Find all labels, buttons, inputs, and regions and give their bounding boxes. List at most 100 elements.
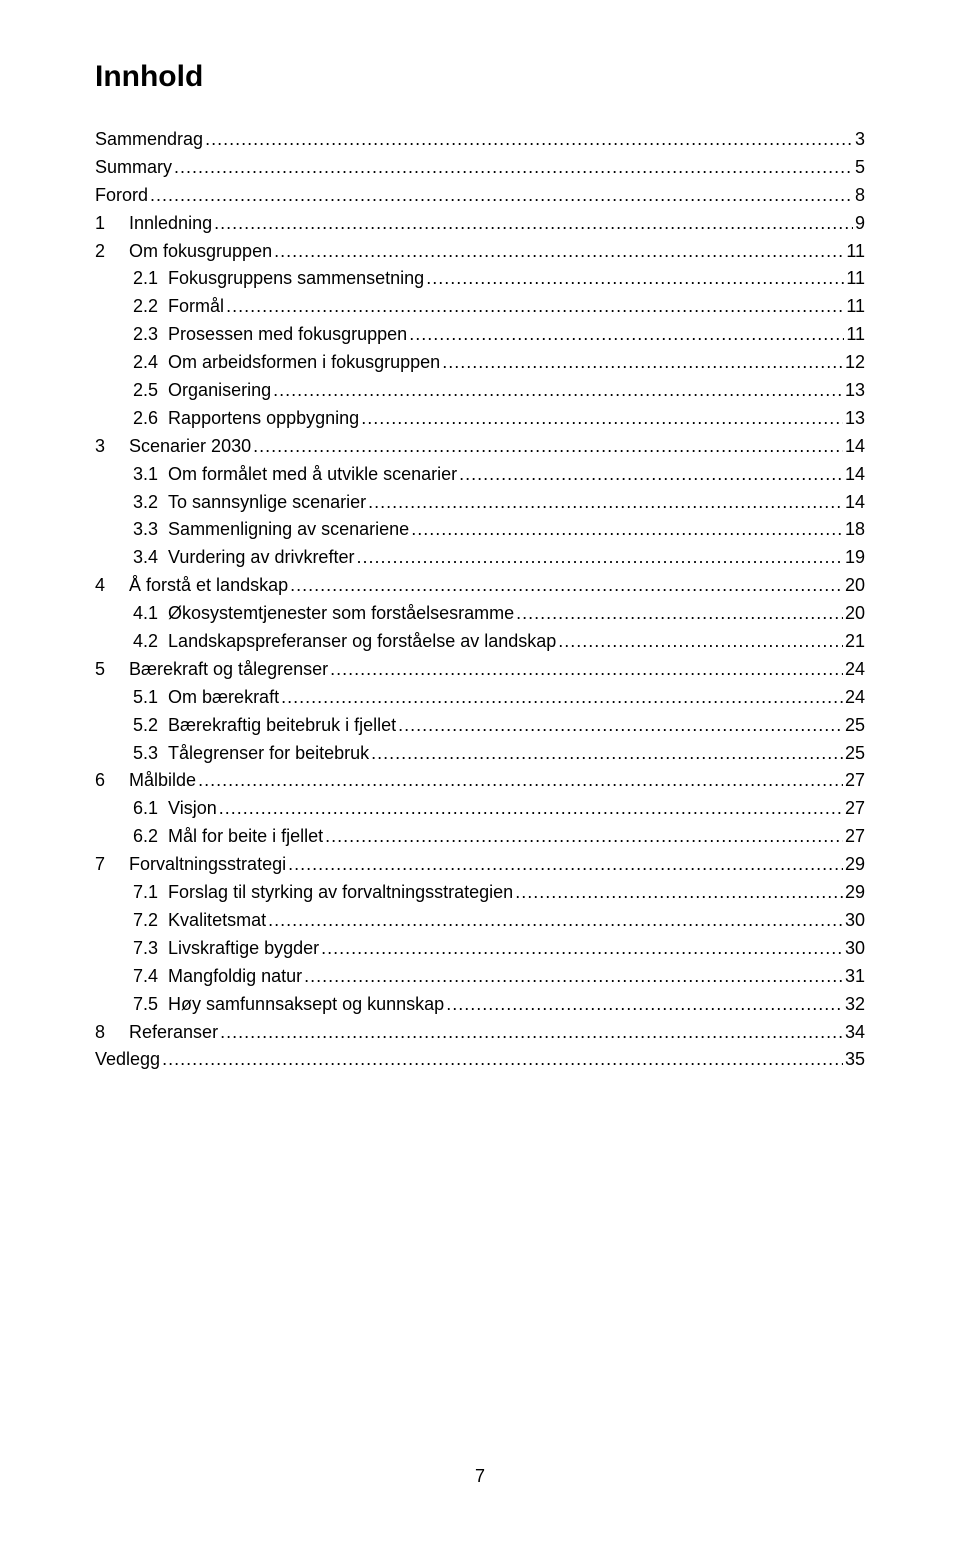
toc-entry-number: 2.2 [133,293,158,321]
toc-entry: 3.1 Om formålet med å utvikle scenarier … [95,461,865,489]
toc-entry-page: 34 [845,1019,865,1047]
toc-entry-text: Økosystemtjenester som forståelsesramme [168,603,514,623]
toc-entry: Summary 5 [95,154,865,182]
toc-entry-number: 2.5 [133,377,158,405]
toc-leader [371,740,843,768]
toc-entry-label: 3.1 Om formålet med å utvikle scenarier [133,461,457,489]
toc-entry: 7.5 Høy samfunnsaksept og kunnskap 32 [95,991,865,1019]
toc-entry-text: Vedlegg [95,1049,160,1069]
toc-entry-label: 4 Å forstå et landskap [95,572,288,600]
page: Innhold Sammendrag 3Summary 5Forord 81 I… [0,0,960,1547]
toc-leader [558,628,843,656]
toc-entry-page: 3 [855,126,865,154]
toc-entry-text: Forvaltningsstrategi [129,854,286,874]
toc-entry-page: 27 [845,767,865,795]
toc-leader [174,154,853,182]
toc-leader [219,795,843,823]
toc-entry-number: 5 [95,656,119,684]
toc-entry-text: Om bærekraft [168,687,279,707]
toc-entry: 2.6 Rapportens oppbygning 13 [95,405,865,433]
toc-entry-page: 11 [846,293,865,321]
toc-entry: Vedlegg 35 [95,1046,865,1074]
toc-entry-label: 7.4 Mangfoldig natur [133,963,302,991]
toc-entry-text: Scenarier 2030 [129,436,251,456]
toc-entry-label: 5.1 Om bærekraft [133,684,279,712]
toc-entry-label: 7.1 Forslag til styrking av forvaltnings… [133,879,513,907]
toc-leader [273,377,843,405]
toc-entry-text: Innledning [129,213,212,233]
toc-leader [304,963,843,991]
toc-entry-label: 1 Innledning [95,210,212,238]
toc-leader [426,265,844,293]
toc-entry: 3 Scenarier 2030 14 [95,433,865,461]
toc-leader [515,879,843,907]
toc-entry-number: 7.3 [133,935,158,963]
toc-leader [398,712,843,740]
toc-entry-page: 25 [845,740,865,768]
toc-entry-number: 6.1 [133,795,158,823]
toc-entry: 2.5 Organisering 13 [95,377,865,405]
toc-entry-text: Tålegrenser for beitebruk [168,743,369,763]
toc-entry-number: 3.2 [133,489,158,517]
toc-entry-number: 7.2 [133,907,158,935]
toc-entry: 7.3 Livskraftige bygder 30 [95,935,865,963]
toc-entry-label: 2.6 Rapportens oppbygning [133,405,359,433]
toc-entry: 7.4 Mangfoldig natur 31 [95,963,865,991]
toc-entry-page: 32 [845,991,865,1019]
toc-entry-number: 6.2 [133,823,158,851]
toc-entry: 6.2 Mål for beite i fjellet 27 [95,823,865,851]
toc-entry: Forord 8 [95,182,865,210]
toc-leader [281,684,843,712]
toc-entry-label: Sammendrag [95,126,203,154]
toc-entry-label: 5.3 Tålegrenser for beitebruk [133,740,369,768]
toc-leader [198,767,843,795]
toc-entry-number: 4 [95,572,119,600]
toc-entry-number: 7.5 [133,991,158,1019]
toc-entry: 4.1 Økosystemtjenester som forståelsesra… [95,600,865,628]
toc-entry-page: 24 [845,684,865,712]
toc-entry-page: 29 [845,851,865,879]
toc-entry-label: 7.2 Kvalitetsmat [133,907,266,935]
toc-entry-number: 7.1 [133,879,158,907]
toc-entry: 4 Å forstå et landskap 20 [95,572,865,600]
toc-entry-text: Høy samfunnsaksept og kunnskap [168,994,444,1014]
toc-entry-label: 2.3 Prosessen med fokusgruppen [133,321,407,349]
toc-entry-label: 7.3 Livskraftige bygder [133,935,319,963]
toc-entry-page: 20 [845,572,865,600]
toc-entry-label: Summary [95,154,172,182]
toc-entry: 5.1 Om bærekraft 24 [95,684,865,712]
toc-entry-text: Fokusgruppens sammensetning [168,268,424,288]
toc-leader [442,349,843,377]
toc-entry-page: 8 [855,182,865,210]
toc: Sammendrag 3Summary 5Forord 81 Innlednin… [95,126,865,1074]
toc-entry-number: 1 [95,210,119,238]
page-title: Innhold [95,60,865,94]
toc-leader [516,600,843,628]
toc-entry-page: 14 [845,461,865,489]
toc-entry-text: Summary [95,157,172,177]
toc-entry-number: 3 [95,433,119,461]
toc-entry: 4.2 Landskapspreferanser og forståelse a… [95,628,865,656]
toc-leader [162,1046,843,1074]
toc-entry-number: 3.3 [133,516,158,544]
toc-entry-text: Forord [95,185,148,205]
toc-entry: 2.4 Om arbeidsformen i fokusgruppen 12 [95,349,865,377]
toc-entry-page: 9 [855,210,865,238]
toc-entry-page: 19 [845,544,865,572]
toc-entry-label: 3.3 Sammenligning av scenariene [133,516,409,544]
toc-entry-text: To sannsynlige scenarier [168,492,366,512]
toc-entry-text: Om fokusgruppen [129,241,272,261]
toc-entry-label: 2 Om fokusgruppen [95,238,272,266]
toc-leader [214,210,853,238]
toc-entry-text: Landskapspreferanser og forståelse av la… [168,631,556,651]
toc-entry: 2 Om fokusgruppen 11 [95,238,865,266]
toc-entry: 1 Innledning 9 [95,210,865,238]
toc-entry-page: 31 [845,963,865,991]
toc-entry-number: 5.2 [133,712,158,740]
toc-entry-text: Referanser [129,1022,218,1042]
toc-entry-page: 11 [846,265,865,293]
toc-entry-label: 2.4 Om arbeidsformen i fokusgruppen [133,349,440,377]
toc-entry-label: 7.5 Høy samfunnsaksept og kunnskap [133,991,444,1019]
toc-leader [411,516,843,544]
toc-entry-text: Sammendrag [95,129,203,149]
